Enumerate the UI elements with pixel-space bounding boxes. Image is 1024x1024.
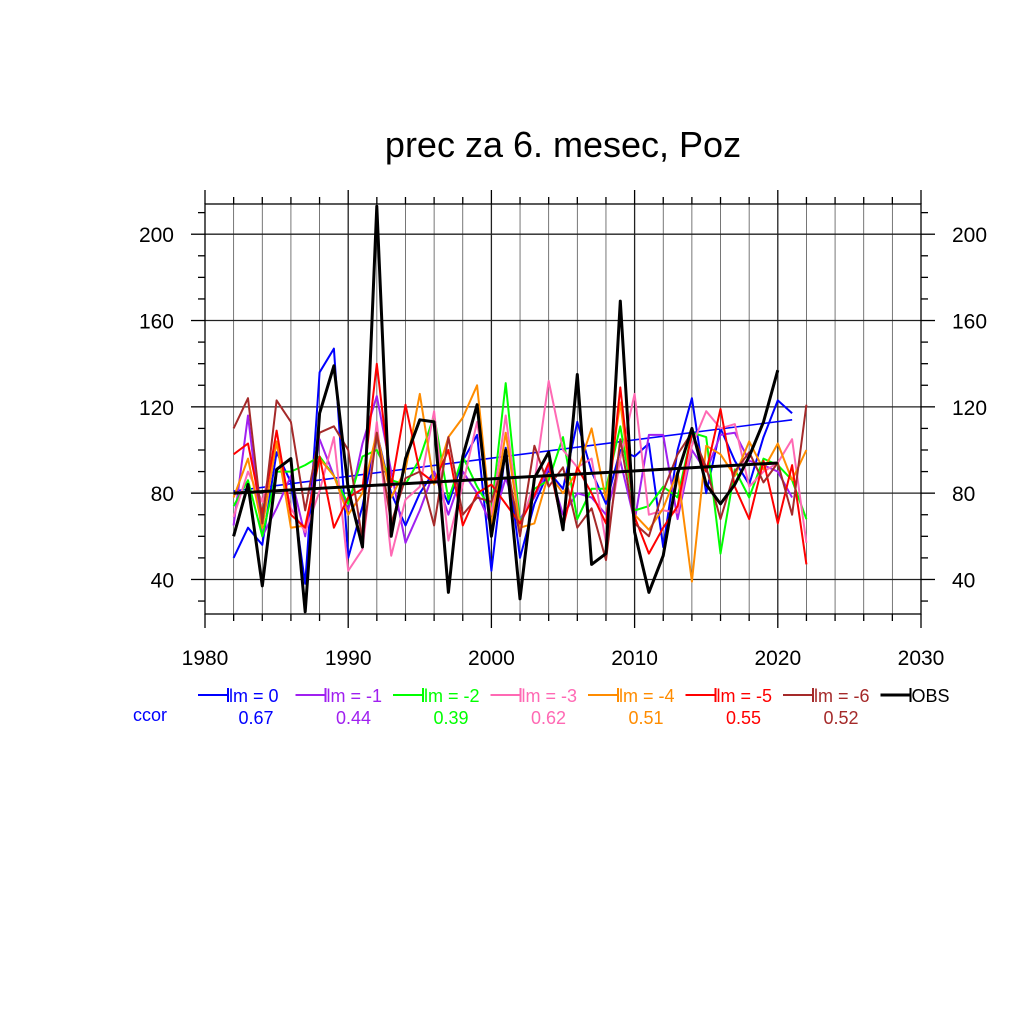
legend-ccor-value: 0.62 xyxy=(531,708,566,728)
series-line xyxy=(232,204,780,614)
chart-title: prec za 6. mesec, Poz xyxy=(385,124,741,165)
x-tick-label: 2000 xyxy=(468,647,515,670)
series-lines xyxy=(232,204,808,614)
y-tick-label-left: 160 xyxy=(139,311,174,334)
axis-ticks: 1980 1990 2000 2010 2020 2030 40 40 80 80 120 120 16… xyxy=(139,190,987,670)
legend-ccor-value: 0.39 xyxy=(433,708,468,728)
x-tick-label: 2020 xyxy=(754,647,801,670)
legend-label: OBS xyxy=(912,686,950,706)
y-tick-label-left: 120 xyxy=(139,397,174,420)
trend-line xyxy=(233,461,778,495)
legend-ccor-value: 0.55 xyxy=(726,708,761,728)
series-line xyxy=(233,362,808,565)
x-tick-label: 2010 xyxy=(611,647,658,670)
series-line xyxy=(232,347,793,585)
y-tick-label-right: 200 xyxy=(952,224,987,247)
plot-border xyxy=(204,203,922,615)
y-tick-label-left: 200 xyxy=(139,224,174,247)
legend-ccor-value: 0.52 xyxy=(823,708,858,728)
y-tick-label-right: 160 xyxy=(952,311,987,334)
y-tick-label-right: 80 xyxy=(952,483,975,506)
legend-label: lm = -6 xyxy=(814,686,870,706)
legend-label: lm = -3 xyxy=(522,686,578,706)
y-tick-label-left: 80 xyxy=(151,483,174,506)
x-tick-label: 1990 xyxy=(325,647,372,670)
series-line xyxy=(232,397,808,562)
legend-ccor-value: 0.44 xyxy=(336,708,371,728)
ccor-label: ccor xyxy=(133,705,167,725)
x-tick-label: 1980 xyxy=(182,647,229,670)
legend-ccor-value: 0.51 xyxy=(628,708,663,728)
legend-label: lm = -4 xyxy=(619,686,675,706)
grid xyxy=(205,204,921,614)
legend-label: lm = -2 xyxy=(424,686,480,706)
legend-label: lm = 0 xyxy=(229,686,279,706)
y-tick-label-right: 120 xyxy=(952,397,987,420)
legend-label: lm = -1 xyxy=(327,686,383,706)
legend-label: lm = -5 xyxy=(717,686,773,706)
y-tick-label-left: 40 xyxy=(151,569,174,592)
legend-ccor-value: 0.67 xyxy=(238,708,273,728)
y-tick-label-right: 40 xyxy=(952,569,975,592)
x-tick-label: 2030 xyxy=(898,647,945,670)
plot-frame xyxy=(204,203,922,615)
